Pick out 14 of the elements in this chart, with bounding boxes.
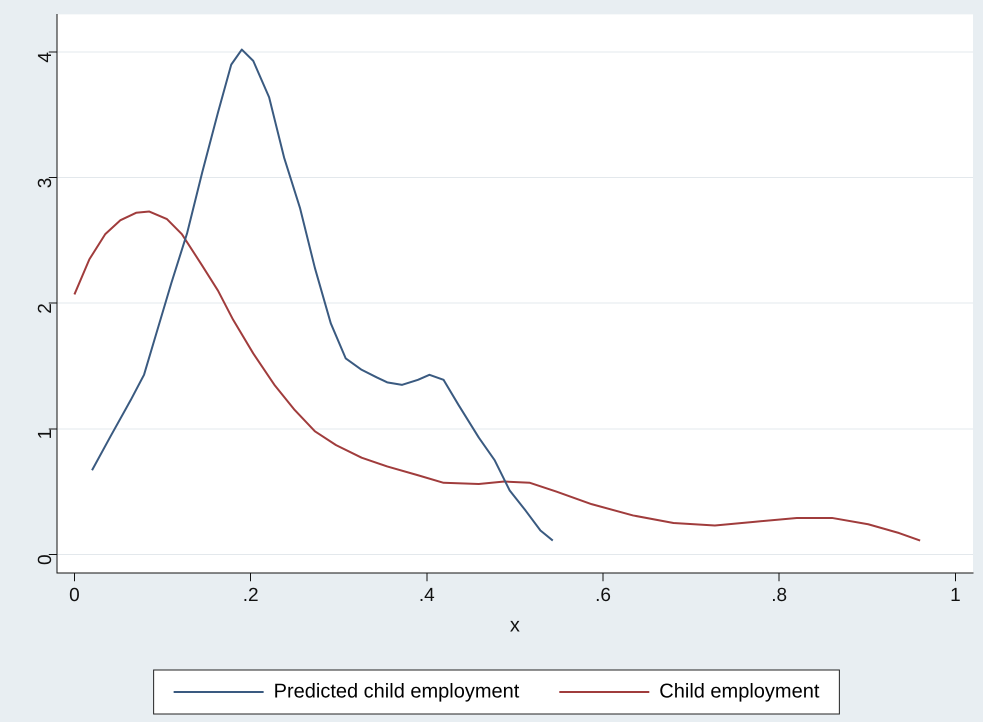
legend-label: Child employment bbox=[659, 680, 820, 703]
legend-label: Predicted child employment bbox=[274, 680, 520, 703]
y-tick-label: 3 bbox=[35, 178, 56, 188]
x-tick-label: .8 bbox=[771, 584, 788, 606]
y-tick-label: 4 bbox=[35, 52, 56, 63]
x-axis-title: x bbox=[510, 614, 520, 637]
x-tick-label: .2 bbox=[242, 584, 259, 606]
y-tick-label: 2 bbox=[35, 303, 56, 314]
x-tick-label: .4 bbox=[418, 584, 436, 606]
x-tick-label: 0 bbox=[69, 584, 80, 606]
y-tick-label: 1 bbox=[35, 428, 56, 440]
y-tick-label: 0 bbox=[35, 554, 56, 565]
x-tick-label: .6 bbox=[595, 584, 611, 606]
x-tick-label: 1 bbox=[950, 584, 961, 606]
